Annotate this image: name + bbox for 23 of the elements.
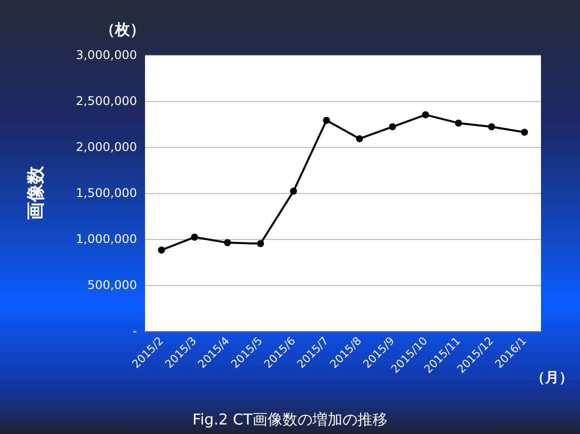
y-tick-label: 2,500,000 (76, 94, 137, 108)
y-tick-label: 2,000,000 (76, 140, 137, 154)
point (323, 116, 330, 124)
y-tick-label: 500,000 (87, 278, 137, 292)
text: （枚） (100, 20, 145, 38)
point (488, 123, 495, 130)
y-tick-label: 1,000,000 (76, 232, 137, 246)
point (389, 123, 396, 130)
point (521, 128, 528, 136)
point (455, 120, 462, 127)
point (224, 239, 231, 246)
y-axis-title: 画像数 (26, 165, 46, 220)
y-tick-label: 3,000,000 (76, 48, 137, 62)
y-tick-label: 1,500,000 (76, 186, 137, 200)
point (356, 135, 363, 142)
point (158, 246, 165, 254)
point (422, 111, 429, 118)
point (191, 234, 198, 241)
point (290, 188, 297, 195)
x-axis-title: （月） (531, 370, 573, 386)
point (257, 240, 264, 248)
y-tick-label: - (132, 324, 137, 338)
text: Fig.2 CT画像数の増加の推移 (192, 410, 388, 428)
